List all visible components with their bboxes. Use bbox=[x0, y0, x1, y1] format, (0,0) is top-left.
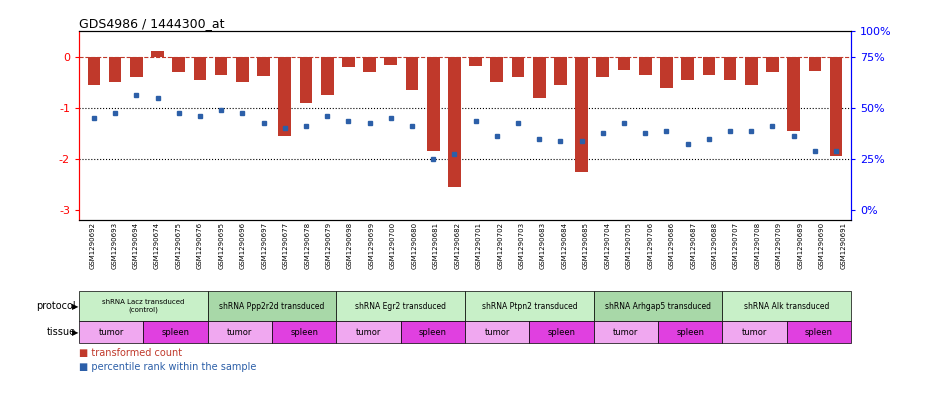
Bar bbox=[490, 57, 503, 83]
Text: GSM1290691: GSM1290691 bbox=[840, 222, 846, 269]
Bar bbox=[554, 57, 566, 85]
Text: tumor: tumor bbox=[613, 328, 639, 336]
Bar bbox=[533, 57, 546, 98]
Text: GSM1290699: GSM1290699 bbox=[368, 222, 375, 269]
Text: tumor: tumor bbox=[227, 328, 253, 336]
Text: tumor: tumor bbox=[485, 328, 510, 336]
Bar bbox=[745, 57, 758, 85]
Text: shRNA Ptpn2 transduced: shRNA Ptpn2 transduced bbox=[482, 301, 578, 310]
Text: protocol: protocol bbox=[36, 301, 76, 311]
Bar bbox=[682, 57, 694, 80]
Text: GSM1290708: GSM1290708 bbox=[754, 222, 761, 269]
Text: GSM1290684: GSM1290684 bbox=[562, 222, 567, 269]
Text: GSM1290681: GSM1290681 bbox=[432, 222, 439, 269]
Bar bbox=[766, 57, 778, 72]
Bar bbox=[299, 57, 312, 103]
Text: GSM1290687: GSM1290687 bbox=[690, 222, 697, 269]
Text: GSM1290686: GSM1290686 bbox=[669, 222, 674, 269]
Bar bbox=[702, 57, 715, 75]
Text: GSM1290701: GSM1290701 bbox=[476, 222, 482, 269]
Text: GDS4986 / 1444300_at: GDS4986 / 1444300_at bbox=[79, 17, 224, 30]
Bar bbox=[172, 57, 185, 72]
Bar bbox=[236, 57, 248, 83]
Bar bbox=[87, 57, 100, 85]
Bar bbox=[427, 57, 440, 151]
Text: spleen: spleen bbox=[418, 328, 446, 336]
Text: tumor: tumor bbox=[356, 328, 381, 336]
Bar bbox=[808, 57, 821, 71]
Text: GSM1290690: GSM1290690 bbox=[818, 222, 825, 269]
Text: GSM1290685: GSM1290685 bbox=[583, 222, 589, 269]
Text: GSM1290702: GSM1290702 bbox=[498, 222, 503, 269]
Text: GSM1290688: GSM1290688 bbox=[711, 222, 718, 269]
Text: GSM1290679: GSM1290679 bbox=[326, 222, 332, 269]
Text: GSM1290694: GSM1290694 bbox=[133, 222, 139, 269]
Text: spleen: spleen bbox=[290, 328, 318, 336]
Text: GSM1290706: GSM1290706 bbox=[647, 222, 653, 269]
Text: spleen: spleen bbox=[162, 328, 190, 336]
Bar bbox=[830, 57, 843, 156]
Text: GSM1290683: GSM1290683 bbox=[540, 222, 546, 269]
Text: GSM1290689: GSM1290689 bbox=[797, 222, 804, 269]
Bar bbox=[405, 57, 419, 90]
Text: shRNA Lacz transduced
(control): shRNA Lacz transduced (control) bbox=[102, 299, 184, 313]
Text: GSM1290675: GSM1290675 bbox=[176, 222, 181, 269]
Text: GSM1290703: GSM1290703 bbox=[519, 222, 525, 269]
Text: GSM1290674: GSM1290674 bbox=[154, 222, 160, 269]
Bar bbox=[109, 57, 122, 83]
Bar bbox=[448, 57, 460, 187]
Bar bbox=[660, 57, 672, 88]
Text: GSM1290692: GSM1290692 bbox=[90, 222, 96, 269]
Bar bbox=[258, 57, 270, 76]
Text: ▶: ▶ bbox=[72, 301, 78, 310]
Text: spleen: spleen bbox=[804, 328, 832, 336]
Bar bbox=[470, 57, 482, 66]
Text: GSM1290705: GSM1290705 bbox=[626, 222, 631, 269]
Bar bbox=[364, 57, 376, 72]
Text: GSM1290707: GSM1290707 bbox=[733, 222, 739, 269]
Bar bbox=[193, 57, 206, 80]
Bar bbox=[596, 57, 609, 77]
Text: GSM1290698: GSM1290698 bbox=[347, 222, 353, 269]
Text: GSM1290696: GSM1290696 bbox=[240, 222, 246, 269]
Text: tumor: tumor bbox=[742, 328, 767, 336]
Bar bbox=[724, 57, 737, 80]
Bar bbox=[576, 57, 588, 172]
Text: GSM1290704: GSM1290704 bbox=[604, 222, 610, 269]
Text: GSM1290697: GSM1290697 bbox=[261, 222, 267, 269]
Bar bbox=[342, 57, 354, 67]
Bar bbox=[215, 57, 228, 75]
Bar bbox=[321, 57, 334, 95]
Text: spleen: spleen bbox=[548, 328, 576, 336]
Bar bbox=[130, 57, 142, 77]
Text: GSM1290700: GSM1290700 bbox=[390, 222, 396, 269]
Bar bbox=[278, 57, 291, 136]
Bar bbox=[384, 57, 397, 64]
Text: GSM1290693: GSM1290693 bbox=[112, 222, 117, 269]
Text: ■ transformed count: ■ transformed count bbox=[79, 348, 182, 358]
Text: GSM1290680: GSM1290680 bbox=[411, 222, 418, 269]
Text: GSM1290695: GSM1290695 bbox=[219, 222, 224, 269]
Bar bbox=[152, 51, 164, 57]
Text: GSM1290682: GSM1290682 bbox=[454, 222, 460, 269]
Text: spleen: spleen bbox=[676, 328, 704, 336]
Text: shRNA Alk transduced: shRNA Alk transduced bbox=[744, 301, 830, 310]
Text: shRNA Egr2 transduced: shRNA Egr2 transduced bbox=[355, 301, 446, 310]
Bar bbox=[618, 57, 631, 70]
Text: ▶: ▶ bbox=[72, 328, 78, 336]
Text: GSM1290676: GSM1290676 bbox=[197, 222, 203, 269]
Text: GSM1290677: GSM1290677 bbox=[283, 222, 288, 269]
Bar bbox=[639, 57, 652, 75]
Text: GSM1290678: GSM1290678 bbox=[304, 222, 311, 269]
Text: shRNA Arhgap5 transduced: shRNA Arhgap5 transduced bbox=[605, 301, 711, 310]
Bar bbox=[788, 57, 800, 131]
Text: shRNA Ppp2r2d transduced: shRNA Ppp2r2d transduced bbox=[219, 301, 325, 310]
Text: GSM1290709: GSM1290709 bbox=[776, 222, 782, 269]
Bar bbox=[512, 57, 525, 77]
Text: tissue: tissue bbox=[46, 327, 76, 337]
Text: ■ percentile rank within the sample: ■ percentile rank within the sample bbox=[79, 362, 257, 372]
Text: tumor: tumor bbox=[99, 328, 124, 336]
